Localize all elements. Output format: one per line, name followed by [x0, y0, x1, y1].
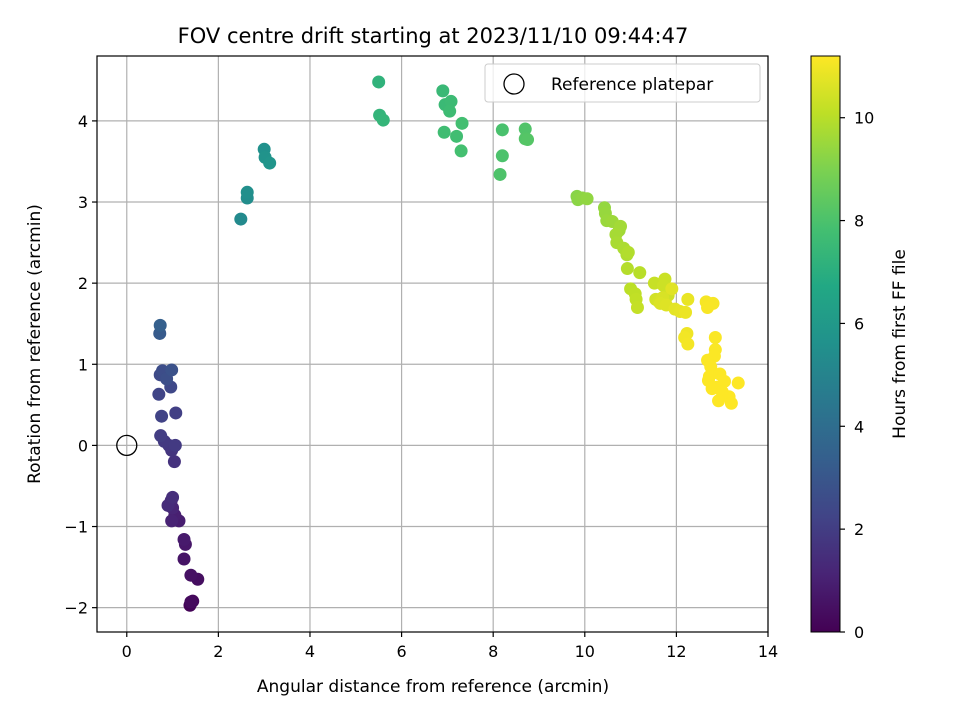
- data-point: [177, 533, 191, 547]
- x-tick-label: 10: [575, 642, 595, 661]
- colorbar-tick-label: 4: [854, 417, 864, 436]
- legend-label-reference-platepar: Reference platepar: [551, 75, 713, 95]
- colorbar-tick-label: 10: [854, 109, 874, 128]
- y-axis-ticks: −2 −1 0 1 2 3 4: [64, 112, 97, 618]
- data-point: [521, 133, 535, 147]
- data-point: [263, 156, 277, 170]
- data-point: [444, 94, 458, 108]
- data-point: [455, 116, 469, 130]
- x-tick-label: 8: [488, 642, 498, 661]
- data-point: [184, 595, 198, 609]
- data-point: [679, 305, 693, 319]
- reference-platepar-marker: [116, 434, 138, 457]
- data-point: [708, 331, 722, 345]
- data-point: [712, 394, 726, 408]
- data-point: [580, 192, 594, 206]
- data-point: [165, 514, 179, 528]
- data-point: [165, 363, 179, 377]
- legend-marker-icon: [503, 73, 525, 95]
- y-tick-label: 1: [78, 355, 88, 374]
- colorbar-ticks: 0 2 4 6 8 10: [840, 109, 874, 642]
- colorbar-tick-label: 0: [854, 623, 864, 642]
- data-point: [454, 144, 468, 158]
- legend: Reference platepar: [484, 63, 761, 103]
- data-points: [152, 75, 745, 612]
- data-point: [620, 262, 634, 276]
- data-point: [168, 438, 182, 452]
- y-tick-label: −2: [64, 599, 88, 618]
- colorbar: 0 2 4 6 8 10 Hours from first FF file: [810, 55, 910, 642]
- data-point: [177, 552, 191, 566]
- data-point: [166, 490, 180, 504]
- data-point: [155, 409, 169, 423]
- data-point: [443, 104, 457, 118]
- x-axis-title: Angular distance from reference (arcmin): [257, 677, 609, 697]
- data-point: [450, 129, 464, 143]
- data-point: [495, 149, 509, 163]
- x-tick-label: 12: [666, 642, 686, 661]
- data-point: [630, 300, 644, 314]
- grid: [97, 56, 769, 632]
- data-point: [169, 406, 183, 420]
- data-point: [167, 455, 181, 469]
- data-point: [437, 125, 451, 139]
- data-point: [152, 387, 166, 401]
- x-tick-label: 2: [213, 642, 223, 661]
- data-point: [234, 212, 248, 226]
- colorbar-tick-label: 2: [854, 520, 864, 539]
- y-tick-label: 4: [78, 112, 88, 131]
- chart-title: FOV centre drift starting at 2023/11/10 …: [178, 24, 689, 48]
- y-axis-title: Rotation from reference (arcmin): [25, 204, 45, 484]
- data-point: [665, 282, 679, 296]
- data-point: [240, 185, 254, 199]
- x-axis-ticks: 0 2 4 6 8 10 12 14: [122, 632, 778, 661]
- data-point: [184, 568, 198, 582]
- legend-box: [484, 63, 761, 103]
- data-point: [153, 318, 167, 332]
- x-tick-label: 0: [122, 642, 132, 661]
- y-tick-label: 0: [78, 436, 88, 455]
- colorbar-tick-label: 6: [854, 314, 864, 333]
- colorbar-gradient: [810, 55, 841, 633]
- data-point: [495, 123, 509, 137]
- data-point: [518, 122, 532, 136]
- x-tick-label: 4: [305, 642, 315, 661]
- colorbar-tick-label: 8: [854, 212, 864, 231]
- data-point: [372, 75, 386, 89]
- reference-marker-layer: [116, 434, 138, 457]
- data-point: [621, 245, 635, 259]
- x-tick-label: 14: [758, 642, 778, 661]
- y-tick-label: −1: [64, 518, 88, 537]
- data-point: [731, 376, 745, 390]
- data-point: [633, 266, 647, 280]
- x-tick-label: 6: [396, 642, 406, 661]
- data-point: [493, 167, 507, 181]
- y-tick-label: 2: [78, 274, 88, 293]
- data-point: [154, 429, 168, 443]
- data-point: [704, 360, 718, 374]
- data-point: [681, 292, 695, 306]
- plot-frame: [96, 55, 769, 633]
- data-point: [436, 84, 450, 98]
- y-tick-label: 3: [78, 193, 88, 212]
- data-point: [376, 113, 390, 127]
- data-point: [724, 396, 738, 410]
- data-point: [681, 337, 695, 351]
- colorbar-label: Hours from first FF file: [890, 249, 910, 439]
- data-point: [701, 300, 715, 314]
